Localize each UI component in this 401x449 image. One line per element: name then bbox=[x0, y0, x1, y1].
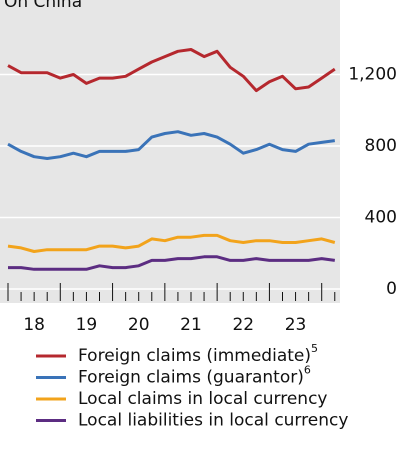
y-tick-label: 800 bbox=[365, 136, 397, 156]
series-line bbox=[7, 48, 336, 93]
x-tick-label: 18 bbox=[23, 315, 45, 335]
legend-name: Foreign claims (immediate) bbox=[78, 346, 311, 366]
series-line bbox=[8, 255, 336, 271]
x-tick-label: 23 bbox=[285, 315, 307, 335]
legend-label: Foreign claims (guarantor)6 bbox=[78, 364, 311, 388]
x-tick-label: 22 bbox=[232, 315, 254, 335]
series-line bbox=[7, 130, 336, 160]
legend-label: Foreign claims (immediate)5 bbox=[78, 342, 318, 366]
x-tick-label: 19 bbox=[76, 315, 98, 335]
y-tick-label: 400 bbox=[365, 208, 397, 228]
legend-name: Local liabilities in local currency bbox=[78, 411, 348, 431]
legend-label: Local claims in local currency bbox=[78, 389, 327, 409]
legend-label: Local liabilities in local currency bbox=[78, 411, 348, 431]
legend-note: 6 bbox=[304, 364, 311, 377]
legend-note: 5 bbox=[311, 342, 318, 355]
series-line bbox=[7, 233, 336, 253]
y-tick-label: 1,200 bbox=[348, 65, 397, 85]
legend-name: Foreign claims (guarantor) bbox=[78, 368, 304, 388]
x-tick-label: 21 bbox=[180, 315, 202, 335]
legend-name: Local claims in local currency bbox=[78, 389, 327, 409]
chart-title: On China bbox=[4, 0, 82, 12]
y-tick-label: 0 bbox=[386, 279, 397, 299]
x-tick-label: 20 bbox=[128, 315, 150, 335]
plot-background bbox=[0, 0, 340, 303]
